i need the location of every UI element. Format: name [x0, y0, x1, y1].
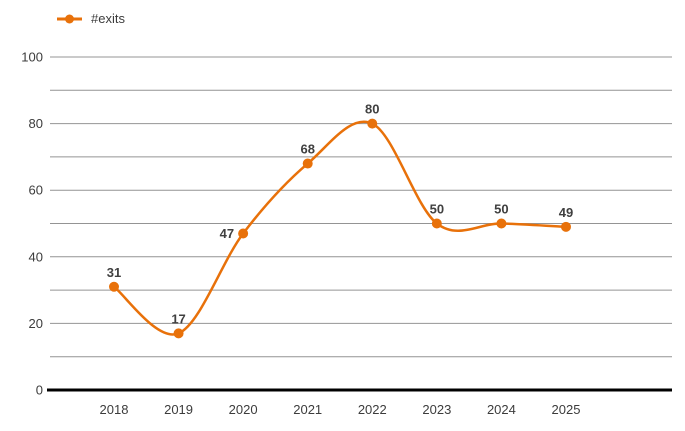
- data-point-marker[interactable]: [109, 281, 119, 292]
- data-point-label: 50: [494, 202, 508, 217]
- y-axis-tick-label: 100: [21, 50, 43, 65]
- data-point-marker[interactable]: [496, 218, 507, 229]
- data-point-marker[interactable]: [560, 221, 571, 232]
- data-point-label: 17: [171, 311, 185, 326]
- x-axis-tick-label: 2020: [229, 402, 258, 417]
- y-axis-tick-label: 60: [29, 183, 43, 198]
- x-axis-tick-label: 2022: [358, 402, 387, 417]
- data-point-marker[interactable]: [367, 118, 378, 129]
- y-axis-tick-label: 20: [29, 316, 43, 331]
- legend-series-label: #exits: [91, 11, 125, 26]
- x-axis-tick-label: 2021: [293, 402, 322, 417]
- legend-series-marker-icon: [57, 14, 82, 24]
- x-axis-tick-label: 2025: [552, 402, 581, 417]
- data-point-label: 47: [220, 226, 234, 241]
- x-axis-tick-label: 2024: [487, 402, 516, 417]
- data-point-label: 80: [365, 102, 379, 117]
- y-axis-tick-label: 40: [29, 249, 43, 264]
- data-point-marker[interactable]: [173, 328, 184, 339]
- data-point-label: 68: [300, 142, 314, 157]
- data-point-label: 31: [107, 265, 121, 280]
- x-axis-tick-label: 2019: [164, 402, 193, 417]
- data-point-marker[interactable]: [431, 218, 442, 229]
- x-axis-tick-label: 2018: [100, 402, 129, 417]
- data-point-label: 49: [559, 205, 573, 220]
- series-line: [113, 120, 567, 336]
- x-axis-tick-label: 2023: [422, 402, 451, 417]
- y-axis-tick-label: 80: [29, 116, 43, 131]
- data-point-marker[interactable]: [302, 158, 313, 169]
- chart-legend: #exits: [56, 11, 125, 27]
- y-axis-tick-label: 0: [36, 383, 43, 398]
- data-point-label: 50: [430, 202, 444, 217]
- data-point-marker[interactable]: [238, 228, 249, 239]
